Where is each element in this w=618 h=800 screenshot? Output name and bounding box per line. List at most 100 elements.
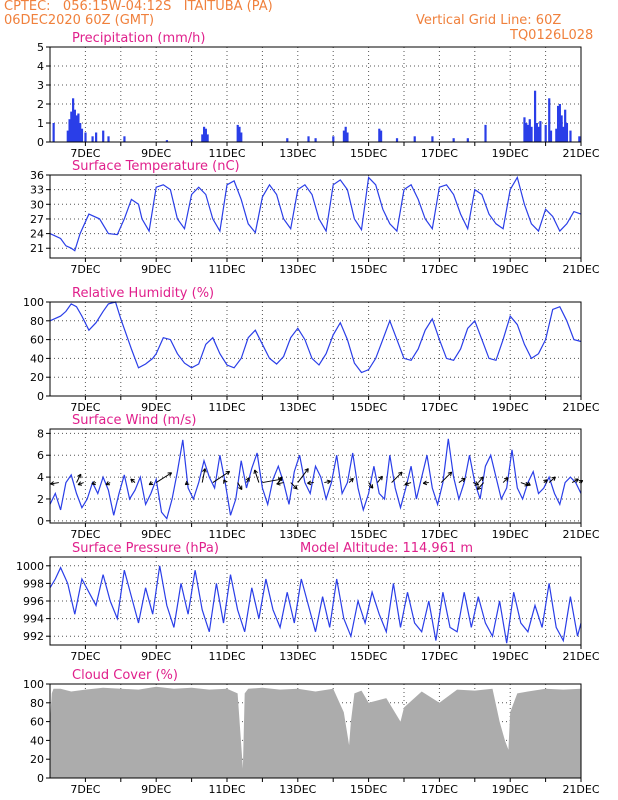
precip-bar	[102, 130, 105, 142]
x-tick-label: 11DEC	[208, 650, 245, 663]
wind-arrow-head	[404, 481, 408, 485]
wind-arrow-shaft	[297, 468, 309, 483]
y-tick-label: 27	[30, 213, 44, 226]
wind-arrow-head	[293, 487, 298, 490]
panel-2: 0 20 40 60 80 100 7DEC 9DEC 11DEC 13DEC 15DEC 17DEC…	[23, 286, 600, 414]
precip-bar	[569, 130, 572, 142]
y-tick-label: 8	[37, 427, 44, 440]
y-tick-label: 5	[37, 41, 44, 54]
wind-arrow-head	[368, 486, 374, 489]
wind-arrow-head	[278, 476, 283, 480]
wind-arrow	[525, 481, 531, 486]
wind-arrow-head	[50, 483, 55, 486]
x-tick-label: 7DEC	[70, 528, 100, 541]
wind-arrow-head	[506, 477, 509, 482]
wind-arrow	[307, 480, 314, 486]
wind-arrow-head	[276, 481, 281, 485]
x-tick-label: 11DEC	[208, 528, 245, 541]
panel-3: 0 2 4 6 8 7DEC 9DEC 11DEC 13DEC 15DEC 17DEC 19DEC 21…	[37, 413, 600, 541]
x-tick-label: 19DEC	[492, 263, 529, 276]
precip-bar	[123, 136, 126, 142]
wind-arrow-shaft	[201, 468, 206, 483]
precip-bar	[539, 121, 542, 142]
x-tick-label: 9DEC	[141, 528, 171, 541]
wind-arrow-head	[504, 477, 509, 480]
series-line	[49, 565, 582, 644]
precip-bar	[206, 134, 209, 142]
wind-arrow	[237, 482, 243, 490]
precip-bar	[565, 123, 569, 142]
wind-arrow-head	[551, 476, 556, 479]
precip-bar	[238, 126, 241, 142]
panel-5: 0 20 40 60 80 100 7DEC 9DEC 11DEC 13DEC 15DEC 17DEC…	[23, 668, 600, 796]
wind-arrow-head	[105, 481, 109, 485]
x-tick-label: 21DEC	[562, 401, 599, 414]
wind-arrow-head	[77, 484, 83, 486]
series-line	[49, 301, 582, 374]
cloud-cover-area	[50, 686, 581, 778]
y-tick-label: 2	[37, 493, 44, 506]
x-tick-label: 15DEC	[350, 263, 387, 276]
y-tick-label: 40	[30, 734, 44, 747]
precip-bar	[466, 138, 469, 142]
wind-arrow	[543, 479, 548, 484]
x-tick-label: 19DEC	[492, 147, 529, 160]
wind-arrow	[50, 481, 59, 486]
y-tick-label: 3	[37, 79, 44, 92]
x-tick-label: 15DEC	[350, 528, 387, 541]
precip-bar	[484, 124, 487, 142]
x-tick-label: 17DEC	[421, 263, 458, 276]
precip-bar	[190, 140, 193, 142]
wind-arrow-shaft	[155, 472, 172, 483]
panel-title: Cloud Cover (%)	[72, 668, 178, 683]
precip-bar	[526, 124, 530, 142]
precip-bar	[378, 128, 381, 142]
wind-arrow-head	[253, 469, 256, 474]
series-line	[49, 438, 582, 520]
header-run-date: 06DEC2020 60Z (GMT)	[4, 13, 155, 28]
x-tick-label: 19DEC	[492, 650, 529, 663]
wind-arrow	[91, 480, 97, 486]
y-tick-label: 80	[30, 697, 44, 710]
x-tick-label: 13DEC	[279, 528, 316, 541]
precip-bar	[346, 132, 349, 142]
wind-arrow	[391, 471, 403, 483]
y-tick-label: 4	[37, 60, 44, 73]
x-tick-label: 7DEC	[70, 650, 100, 663]
x-tick-label: 13DEC	[279, 263, 316, 276]
precip-bar	[523, 117, 526, 142]
x-tick-label: 17DEC	[421, 528, 458, 541]
wind-arrow-head	[477, 487, 482, 491]
precip-bar	[530, 126, 533, 142]
x-tick-label: 9DEC	[141, 650, 171, 663]
x-tick-label: 17DEC	[421, 783, 458, 796]
wind-arrow	[548, 476, 556, 483]
wind-arrow	[458, 477, 466, 483]
wind-arrow-shaft	[237, 482, 243, 490]
y-tick-label: 992	[23, 630, 44, 643]
panel-title: Surface Pressure (hPa)	[72, 541, 219, 556]
x-tick-label: 15DEC	[350, 147, 387, 160]
wind-arrow-shaft	[368, 482, 374, 489]
precip-bar	[236, 124, 239, 142]
precip-bar	[549, 130, 553, 142]
wind-arrow	[368, 482, 374, 489]
precip-bar	[413, 136, 416, 142]
precip-bar	[395, 138, 399, 142]
precip-bar	[165, 140, 169, 142]
header-vertical-grid: Vertical Grid Line: 60Z	[416, 13, 562, 28]
precip-bar	[201, 134, 204, 142]
precip-bar	[564, 109, 567, 142]
wind-arrow	[297, 468, 309, 483]
wind-arrow-head	[295, 484, 298, 489]
precip-bar	[307, 136, 310, 142]
wind-arrow-head	[77, 481, 82, 485]
precip-bar	[332, 136, 335, 142]
precip-bar	[528, 119, 531, 142]
x-tick-label: 15DEC	[350, 401, 387, 414]
y-tick-label: 996	[23, 595, 44, 608]
wind-arrow-head	[447, 471, 452, 474]
wind-arrow	[201, 468, 207, 483]
precip-bar	[75, 115, 78, 142]
wind-arrow-head	[202, 468, 206, 472]
